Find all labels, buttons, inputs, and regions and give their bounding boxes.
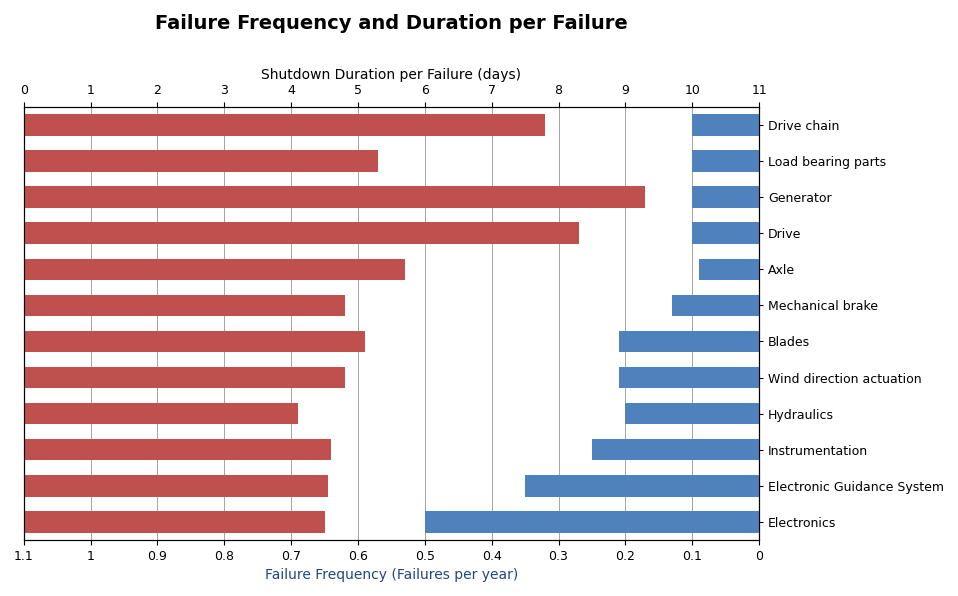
Bar xyxy=(619,331,759,352)
Bar xyxy=(24,259,405,280)
Bar xyxy=(673,294,759,316)
Bar xyxy=(24,294,345,316)
Bar xyxy=(24,331,365,352)
Bar xyxy=(693,222,759,244)
Bar xyxy=(24,511,325,533)
Title: Failure Frequency and Duration per Failure: Failure Frequency and Duration per Failu… xyxy=(155,14,627,33)
Bar xyxy=(24,439,331,461)
X-axis label: Failure Frequency (Failures per year): Failure Frequency (Failures per year) xyxy=(264,568,518,582)
Bar xyxy=(619,367,759,389)
Bar xyxy=(699,259,759,280)
Bar xyxy=(525,475,759,496)
Bar xyxy=(24,187,646,208)
Bar xyxy=(424,511,759,533)
Bar xyxy=(693,150,759,172)
X-axis label: Shutdown Duration per Failure (days): Shutdown Duration per Failure (days) xyxy=(262,68,521,82)
Bar xyxy=(592,439,759,461)
Bar xyxy=(24,150,378,172)
Bar xyxy=(24,475,328,496)
Bar xyxy=(24,403,298,424)
Bar xyxy=(626,403,759,424)
Bar xyxy=(24,114,545,136)
Bar xyxy=(24,222,579,244)
Bar xyxy=(693,114,759,136)
Bar xyxy=(693,187,759,208)
Bar xyxy=(24,367,345,389)
